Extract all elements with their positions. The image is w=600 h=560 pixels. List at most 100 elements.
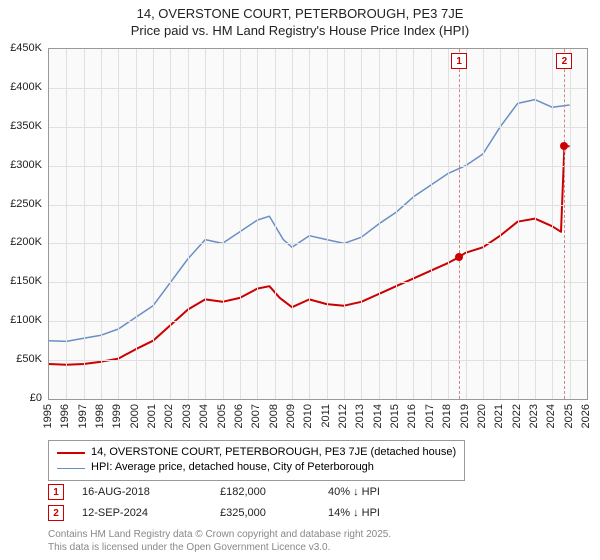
title-block: 14, OVERSTONE COURT, PETERBOROUGH, PE3 7… [0, 0, 600, 40]
xtick-label: 2022 [511, 404, 523, 428]
gridline-h [49, 321, 587, 322]
gridline-v [431, 49, 432, 399]
callout-price-2: £325,000 [220, 503, 310, 524]
ytick-label: £100K [10, 314, 42, 326]
chart-area: 12 £0£50K£100K£150K£200K£250K£300K£350K£… [48, 48, 588, 400]
gridline-h [49, 166, 587, 167]
ytick-label: £300K [10, 159, 42, 171]
callout-date-2: 12-SEP-2024 [82, 503, 202, 524]
ytick-label: £450K [10, 42, 42, 54]
xtick-label: 2020 [476, 404, 488, 428]
xtick-label: 2016 [406, 404, 418, 428]
gridline-v [292, 49, 293, 399]
gridline-v [223, 49, 224, 399]
ytick-label: £200K [10, 236, 42, 248]
xtick-label: 2025 [563, 404, 575, 428]
gridline-v [66, 49, 67, 399]
gridline-h [49, 243, 587, 244]
callout-point-1 [455, 253, 463, 261]
gridline-v [188, 49, 189, 399]
gridline-v [344, 49, 345, 399]
xtick-label: 2009 [285, 404, 297, 428]
callout-pct-1: 40% ↓ HPI [328, 482, 438, 503]
chart-container: 14, OVERSTONE COURT, PETERBOROUGH, PE3 7… [0, 0, 600, 560]
ytick-label: £50K [16, 353, 42, 365]
gridline-v [535, 49, 536, 399]
gridline-v [500, 49, 501, 399]
xtick-label: 2004 [198, 404, 210, 428]
ytick-label: £400K [10, 81, 42, 93]
xtick-label: 2015 [389, 404, 401, 428]
gridline-h [49, 205, 587, 206]
gridline-h [49, 282, 587, 283]
gridline-v [396, 49, 397, 399]
gridline-v [240, 49, 241, 399]
callout-vline-2 [564, 49, 565, 399]
xtick-label: 1996 [59, 404, 71, 428]
xtick-label: 2014 [372, 404, 384, 428]
ytick-label: £150K [10, 275, 42, 287]
callout-vline-1 [459, 49, 460, 399]
xtick-label: 2018 [441, 404, 453, 428]
callout-chart-label-1: 1 [451, 53, 467, 69]
gridline-v [327, 49, 328, 399]
gridline-h [49, 127, 587, 128]
gridline-v [170, 49, 171, 399]
xtick-label: 2007 [250, 404, 262, 428]
callout-chart-label-2: 2 [556, 53, 572, 69]
footer-note: Contains HM Land Registry data © Crown c… [48, 528, 391, 554]
ytick-label: £350K [10, 120, 42, 132]
gridline-v [275, 49, 276, 399]
callout-row-1: 1 16-AUG-2018 £182,000 40% ↓ HPI [48, 482, 438, 503]
xtick-label: 2005 [216, 404, 228, 428]
gridline-v [361, 49, 362, 399]
gridline-v [570, 49, 571, 399]
callout-point-2 [560, 142, 568, 150]
plot-svg [49, 49, 587, 399]
xtick-label: 2019 [459, 404, 471, 428]
gridline-v [153, 49, 154, 399]
callout-pct-2: 14% ↓ HPI [328, 503, 438, 524]
gridline-v [101, 49, 102, 399]
xtick-label: 2006 [233, 404, 245, 428]
gridline-v [136, 49, 137, 399]
gridline-v [448, 49, 449, 399]
ytick-label: £0 [30, 392, 42, 404]
gridline-v [518, 49, 519, 399]
ytick-label: £250K [10, 198, 42, 210]
xtick-label: 2010 [302, 404, 314, 428]
xtick-label: 2011 [320, 404, 332, 428]
xtick-label: 1999 [111, 404, 123, 428]
xtick-label: 2002 [163, 404, 175, 428]
xtick-label: 2017 [424, 404, 436, 428]
footer-line-1: Contains HM Land Registry data © Crown c… [48, 528, 391, 541]
xtick-label: 2024 [545, 404, 557, 428]
legend-label-hpi: HPI: Average price, detached house, City… [91, 460, 374, 475]
xtick-label: 2013 [354, 404, 366, 428]
callout-table: 1 16-AUG-2018 £182,000 40% ↓ HPI 2 12-SE… [48, 482, 438, 524]
xtick-label: 2003 [181, 404, 193, 428]
callout-marker-1: 1 [48, 484, 64, 500]
gridline-v [84, 49, 85, 399]
legend-swatch-price-paid [57, 452, 85, 454]
callout-marker-2: 2 [48, 505, 64, 521]
gridline-v [309, 49, 310, 399]
legend: 14, OVERSTONE COURT, PETERBOROUGH, PE3 7… [48, 440, 465, 481]
xtick-label: 1998 [94, 404, 106, 428]
gridline-h [49, 88, 587, 89]
xtick-label: 2008 [268, 404, 280, 428]
xtick-label: 2023 [528, 404, 540, 428]
legend-item-price-paid: 14, OVERSTONE COURT, PETERBOROUGH, PE3 7… [57, 445, 456, 460]
xtick-label: 1997 [77, 404, 89, 428]
gridline-v [118, 49, 119, 399]
plot-area: 12 [48, 48, 588, 400]
gridline-v [466, 49, 467, 399]
gridline-v [413, 49, 414, 399]
legend-label-price-paid: 14, OVERSTONE COURT, PETERBOROUGH, PE3 7… [91, 445, 456, 460]
gridline-v [205, 49, 206, 399]
xtick-label: 2021 [493, 404, 505, 428]
gridline-v [483, 49, 484, 399]
callout-price-1: £182,000 [220, 482, 310, 503]
xtick-label: 1995 [42, 404, 54, 428]
footer-line-2: This data is licensed under the Open Gov… [48, 541, 391, 554]
